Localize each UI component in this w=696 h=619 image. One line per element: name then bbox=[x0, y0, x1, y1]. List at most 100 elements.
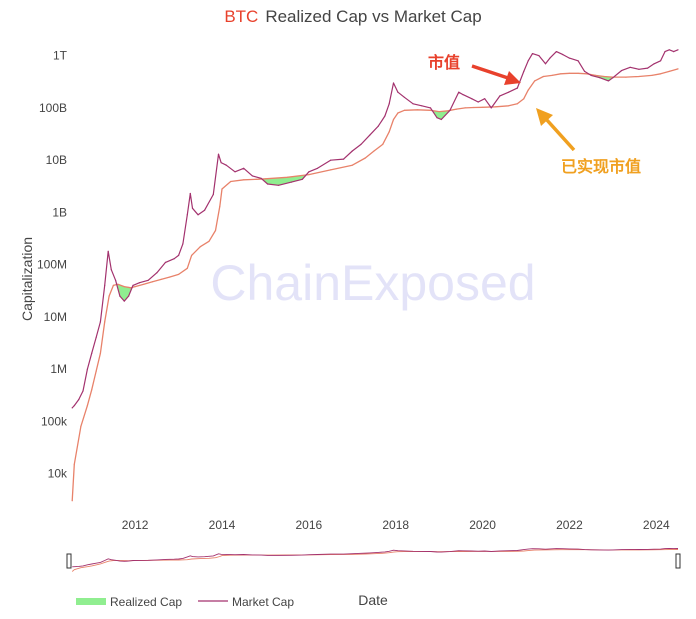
legend: Realized Cap Market Cap bbox=[76, 595, 294, 609]
data-point-market-cap bbox=[251, 175, 253, 177]
annotation-market-cap-label: 市值 bbox=[428, 53, 460, 72]
data-point-market-cap bbox=[91, 352, 93, 354]
data-point-market-cap bbox=[607, 80, 610, 82]
data-point-market-cap bbox=[173, 258, 175, 260]
data-point-market-cap bbox=[212, 193, 214, 196]
data-point-realized-cap bbox=[117, 283, 119, 285]
data-point-market-cap bbox=[664, 51, 666, 53]
legend-item-market-cap[interactable]: Market Cap bbox=[198, 595, 294, 609]
data-point-realized-cap bbox=[447, 110, 449, 112]
data-point-realized-cap bbox=[108, 295, 110, 297]
range-slider-right-handle[interactable] bbox=[675, 553, 681, 569]
data-point-market-cap bbox=[577, 60, 579, 62]
data-point-market-cap bbox=[653, 63, 655, 65]
data-point-realized-cap bbox=[551, 74, 553, 76]
data-point-realized-cap bbox=[438, 111, 440, 113]
data-point-market-cap bbox=[234, 171, 236, 173]
data-point-market-cap bbox=[220, 162, 222, 164]
data-point-realized-cap bbox=[99, 352, 101, 354]
data-point-realized-cap bbox=[123, 286, 125, 288]
data-point-realized-cap bbox=[80, 425, 82, 427]
data-point-market-cap bbox=[290, 181, 293, 183]
data-point-market-cap bbox=[316, 167, 319, 169]
legend-item-realized-cap[interactable]: Realized Cap bbox=[76, 595, 182, 609]
chart-title: BTC Realized Cap vs Market Cap bbox=[224, 7, 481, 26]
data-point-realized-cap bbox=[264, 178, 266, 180]
data-point-market-cap bbox=[225, 164, 227, 166]
data-point-realized-cap bbox=[534, 80, 536, 82]
data-point-realized-cap bbox=[186, 267, 188, 269]
undervalued-region bbox=[262, 174, 306, 186]
data-point-market-cap bbox=[99, 321, 101, 323]
data-point-market-cap bbox=[71, 407, 73, 409]
data-point-market-cap bbox=[523, 70, 525, 72]
series-layer bbox=[71, 49, 679, 502]
annotation-realized-cap-label: 已实现市值 bbox=[561, 157, 641, 176]
data-point-realized-cap bbox=[651, 74, 653, 76]
data-point-realized-cap bbox=[508, 105, 510, 107]
data-point-realized-cap bbox=[416, 109, 418, 111]
data-point-market-cap bbox=[508, 91, 510, 93]
data-point-market-cap bbox=[384, 115, 386, 117]
data-point-realized-cap bbox=[191, 254, 193, 256]
data-point-market-cap bbox=[73, 405, 75, 407]
data-point-market-cap bbox=[156, 272, 158, 274]
preview-line-market-cap bbox=[72, 548, 679, 568]
data-point-realized-cap bbox=[388, 131, 390, 133]
data-point-market-cap bbox=[516, 87, 518, 89]
data-point-realized-cap bbox=[230, 180, 232, 183]
data-point-market-cap bbox=[189, 192, 191, 195]
data-point-realized-cap bbox=[403, 109, 405, 111]
data-point-market-cap bbox=[164, 261, 167, 263]
x-tick-label: 2012 bbox=[122, 518, 149, 532]
series-line-realized-cap bbox=[71, 68, 679, 501]
data-point-market-cap bbox=[590, 74, 592, 76]
data-point-realized-cap bbox=[677, 68, 679, 70]
data-point-realized-cap bbox=[660, 73, 662, 75]
x-tick-label: 2024 bbox=[643, 518, 670, 532]
data-point-realized-cap bbox=[143, 283, 145, 285]
data-point-realized-cap bbox=[151, 281, 154, 283]
data-point-market-cap bbox=[260, 177, 262, 179]
data-point-realized-cap bbox=[219, 205, 221, 207]
legend-swatch-realized-cap bbox=[76, 598, 106, 605]
data-point-realized-cap bbox=[91, 389, 93, 391]
data-point-realized-cap bbox=[308, 174, 310, 176]
data-point-realized-cap bbox=[351, 164, 353, 166]
data-point-realized-cap bbox=[364, 157, 366, 159]
data-point-market-cap bbox=[449, 109, 451, 111]
data-point-market-cap bbox=[110, 269, 112, 271]
data-point-market-cap bbox=[544, 63, 547, 65]
data-point-realized-cap bbox=[214, 229, 217, 232]
legend-label-market-cap: Market Cap bbox=[232, 595, 294, 609]
annotation-market-cap-arrow-line bbox=[471, 64, 509, 80]
data-point-market-cap bbox=[123, 300, 125, 302]
data-point-market-cap bbox=[138, 282, 141, 284]
data-point-market-cap bbox=[343, 158, 345, 160]
annotation-realized-cap-arrow-head bbox=[536, 108, 553, 126]
data-point-market-cap bbox=[301, 178, 303, 180]
y-tick-label: 100M bbox=[37, 258, 67, 272]
data-point-realized-cap bbox=[112, 284, 114, 286]
data-point-realized-cap bbox=[130, 287, 132, 289]
data-point-market-cap bbox=[182, 243, 184, 245]
data-point-market-cap bbox=[351, 150, 353, 152]
annotation-realized-cap-arrow-line bbox=[544, 117, 576, 152]
data-point-market-cap bbox=[477, 101, 479, 103]
data-point-market-cap bbox=[555, 51, 558, 53]
data-point-realized-cap bbox=[482, 106, 484, 108]
data-point-market-cap bbox=[638, 68, 640, 70]
range-slider[interactable] bbox=[66, 547, 681, 574]
data-point-realized-cap bbox=[286, 176, 288, 178]
x-axis-title: Date bbox=[358, 592, 388, 608]
data-point-realized-cap bbox=[523, 98, 525, 100]
range-slider-left-handle[interactable] bbox=[66, 553, 72, 569]
preview-line-realized-cap bbox=[71, 549, 679, 572]
data-point-realized-cap bbox=[373, 150, 375, 152]
data-point-market-cap bbox=[132, 284, 134, 286]
data-point-realized-cap bbox=[256, 178, 258, 180]
data-point-market-cap bbox=[104, 284, 106, 286]
annotation-market-cap: 市值 bbox=[428, 53, 521, 85]
data-point-market-cap bbox=[115, 279, 117, 281]
